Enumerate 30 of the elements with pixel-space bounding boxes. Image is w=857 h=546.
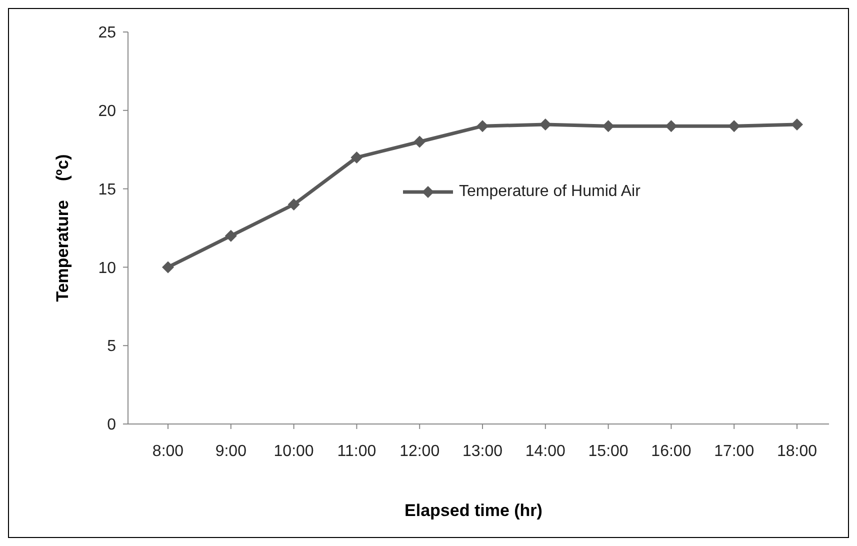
point [728, 120, 740, 132]
point [288, 198, 300, 210]
x-tick-label: 8:00 [152, 443, 184, 460]
y-tick-label: 0 [107, 416, 116, 434]
x-tick-label: 17:00 [714, 443, 754, 460]
point [224, 230, 237, 242]
point [162, 261, 174, 274]
point [791, 118, 803, 131]
legend-label: Temperature of Humid Air [459, 182, 642, 202]
y-tick-label: 10 [98, 260, 116, 277]
point [476, 120, 488, 132]
y-tick-label: 20 [98, 103, 116, 120]
x-axis-title: Elapsed time (hr) [404, 501, 542, 520]
x-tick-label: 14:00 [525, 443, 566, 460]
point [665, 120, 678, 132]
y-tick-label: 25 [98, 24, 116, 42]
y-tick-label: 15 [98, 181, 116, 198]
x-tick-label: 16:00 [651, 443, 692, 460]
y-axis-title: Temperature (ºc) [53, 154, 72, 302]
point [414, 136, 426, 148]
point [602, 120, 614, 132]
x-tick-label: 13:00 [462, 443, 503, 460]
point [350, 151, 363, 164]
x-tick-label: 18:00 [776, 443, 818, 460]
x-tick-label: 9:00 [215, 443, 247, 460]
x-tick-label: 15:00 [588, 443, 628, 460]
x-tick-label: 10:00 [274, 443, 314, 460]
x-tick-label: 11:00 [337, 443, 376, 460]
y-tick-label: 5 [107, 338, 116, 356]
x-tick-label: 12:00 [400, 443, 440, 460]
